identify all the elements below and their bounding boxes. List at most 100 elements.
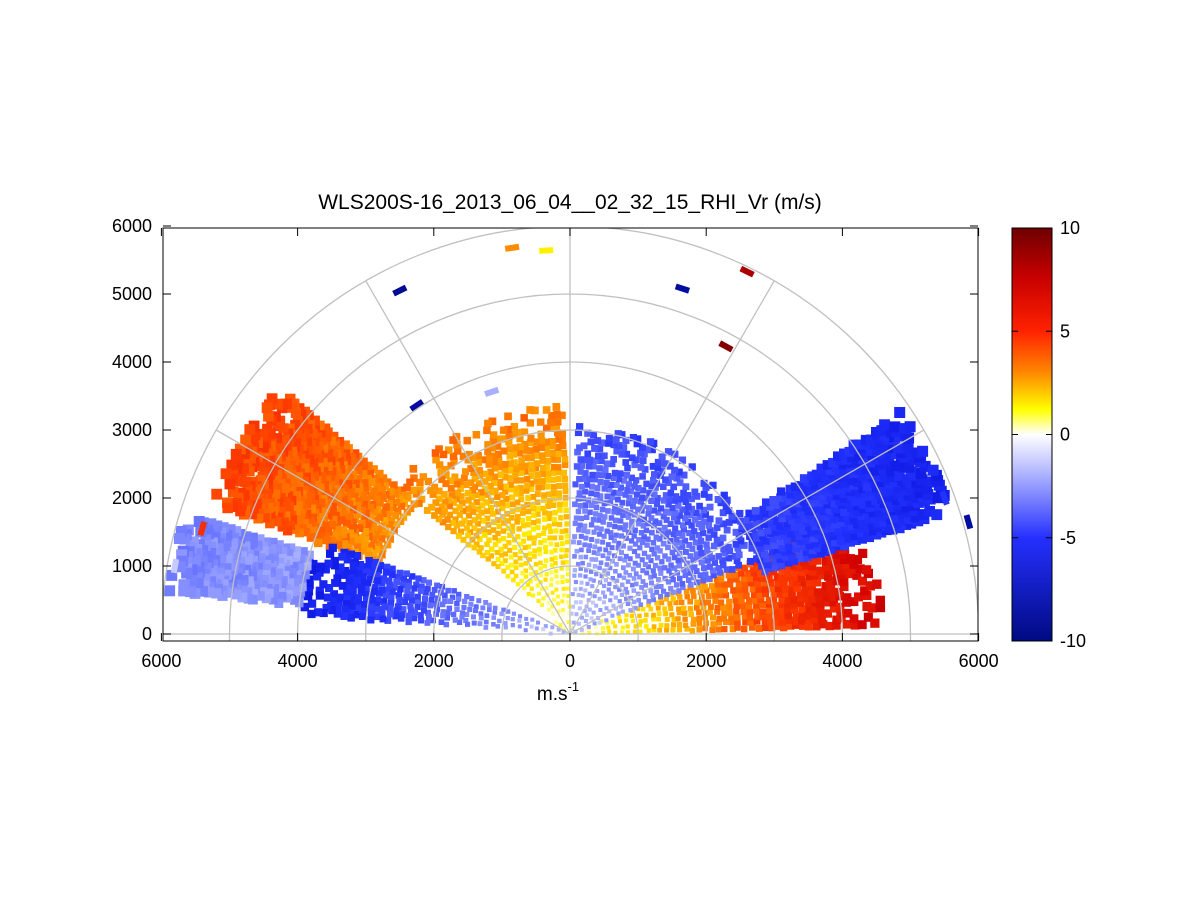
vr-cell [523, 553, 529, 558]
vr-cell [365, 557, 373, 565]
vr-cell [790, 482, 800, 491]
vr-cell [492, 487, 499, 494]
vr-cell [279, 517, 289, 527]
vr-cell [187, 536, 199, 548]
vr-cell [510, 423, 519, 431]
vr-cell [488, 497, 495, 504]
vr-cell [670, 589, 676, 595]
vr-cell [315, 532, 324, 541]
vr-cell [706, 575, 713, 582]
vr-cell [484, 515, 491, 522]
vr-cell [665, 529, 672, 536]
vr-cell [857, 620, 867, 630]
vr-cell [677, 594, 683, 600]
vr-cell [751, 541, 759, 549]
vr-cell [354, 599, 362, 608]
vr-cell [803, 595, 812, 604]
vr-cell [745, 509, 753, 517]
vr-cell [261, 537, 271, 547]
vr-cell [453, 480, 461, 488]
vr-cell [602, 600, 606, 605]
vr-cell [400, 513, 408, 521]
vr-cell [745, 602, 753, 610]
vr-cell [623, 570, 629, 575]
vr-cell [405, 582, 412, 590]
vr-cell [416, 478, 424, 487]
vr-cell [605, 542, 611, 548]
vr-cell [720, 615, 728, 622]
vr-cell [205, 541, 217, 553]
vr-cell [660, 530, 667, 537]
vr-cell [572, 520, 578, 527]
vr-cell [551, 464, 558, 471]
vr-cell [491, 473, 498, 481]
vr-cell [621, 575, 627, 581]
vr-cell [662, 508, 669, 515]
vr-cell [520, 504, 527, 511]
vr-cell [660, 483, 667, 490]
vr-cell [317, 512, 327, 522]
vr-cell [247, 571, 258, 581]
vr-cell [908, 454, 920, 465]
vr-cell [274, 557, 285, 567]
vr-cell [314, 517, 323, 527]
vr-cell [734, 624, 741, 631]
vr-cell [643, 495, 650, 502]
vr-cell [572, 573, 577, 578]
vr-cell [617, 484, 624, 491]
vr-cell [455, 596, 462, 602]
vr-cell [520, 428, 529, 436]
vr-cell [469, 487, 476, 494]
vr-cell [663, 533, 670, 540]
vr-cell [502, 558, 508, 564]
vr-cell [538, 560, 543, 566]
vr-cell [679, 581, 686, 587]
vr-cell [558, 623, 563, 627]
vr-cell [658, 467, 666, 475]
vr-cell [371, 474, 380, 483]
vr-cell [776, 521, 784, 530]
vr-cell [785, 616, 794, 624]
vr-cell [631, 461, 639, 469]
vr-cell [606, 486, 613, 493]
vr-cell [502, 483, 509, 490]
vr-cell [442, 598, 448, 604]
vr-cell [392, 498, 401, 507]
vr-cell [761, 590, 769, 598]
vr-cell [458, 493, 465, 500]
vr-cell [517, 490, 524, 497]
vr-cell [540, 505, 546, 512]
vr-cell [700, 506, 707, 514]
vr-cell [777, 574, 786, 582]
vr-cell [612, 523, 618, 530]
vr-cell [676, 627, 683, 633]
vr-cell [492, 534, 498, 541]
vr-cell [518, 614, 523, 619]
vr-cell [387, 600, 395, 607]
vr-cell [635, 485, 642, 492]
vr-cell [646, 505, 653, 512]
vr-cell [546, 523, 552, 529]
vr-cell [768, 624, 776, 632]
vr-cell [688, 581, 694, 588]
vr-cell [542, 406, 551, 414]
vr-cell [676, 606, 682, 612]
vr-cell [322, 431, 332, 442]
vr-cell [484, 448, 492, 456]
vr-cell [299, 547, 308, 556]
vr-cell [383, 511, 392, 520]
vr-cell [335, 593, 344, 602]
vr-cell [632, 477, 640, 484]
vr-cell [369, 564, 377, 572]
vr-cell [507, 481, 514, 488]
vr-cell [441, 507, 448, 515]
vr-cell [342, 600, 351, 608]
vr-cell [636, 562, 642, 568]
vr-cell [467, 465, 475, 473]
vr-cell [657, 565, 663, 571]
vr-cell [509, 501, 516, 508]
vr-cell [646, 438, 655, 446]
vr-cell [791, 509, 800, 519]
x-tick-label: 2000 [686, 651, 726, 671]
vr-cell [582, 542, 588, 548]
